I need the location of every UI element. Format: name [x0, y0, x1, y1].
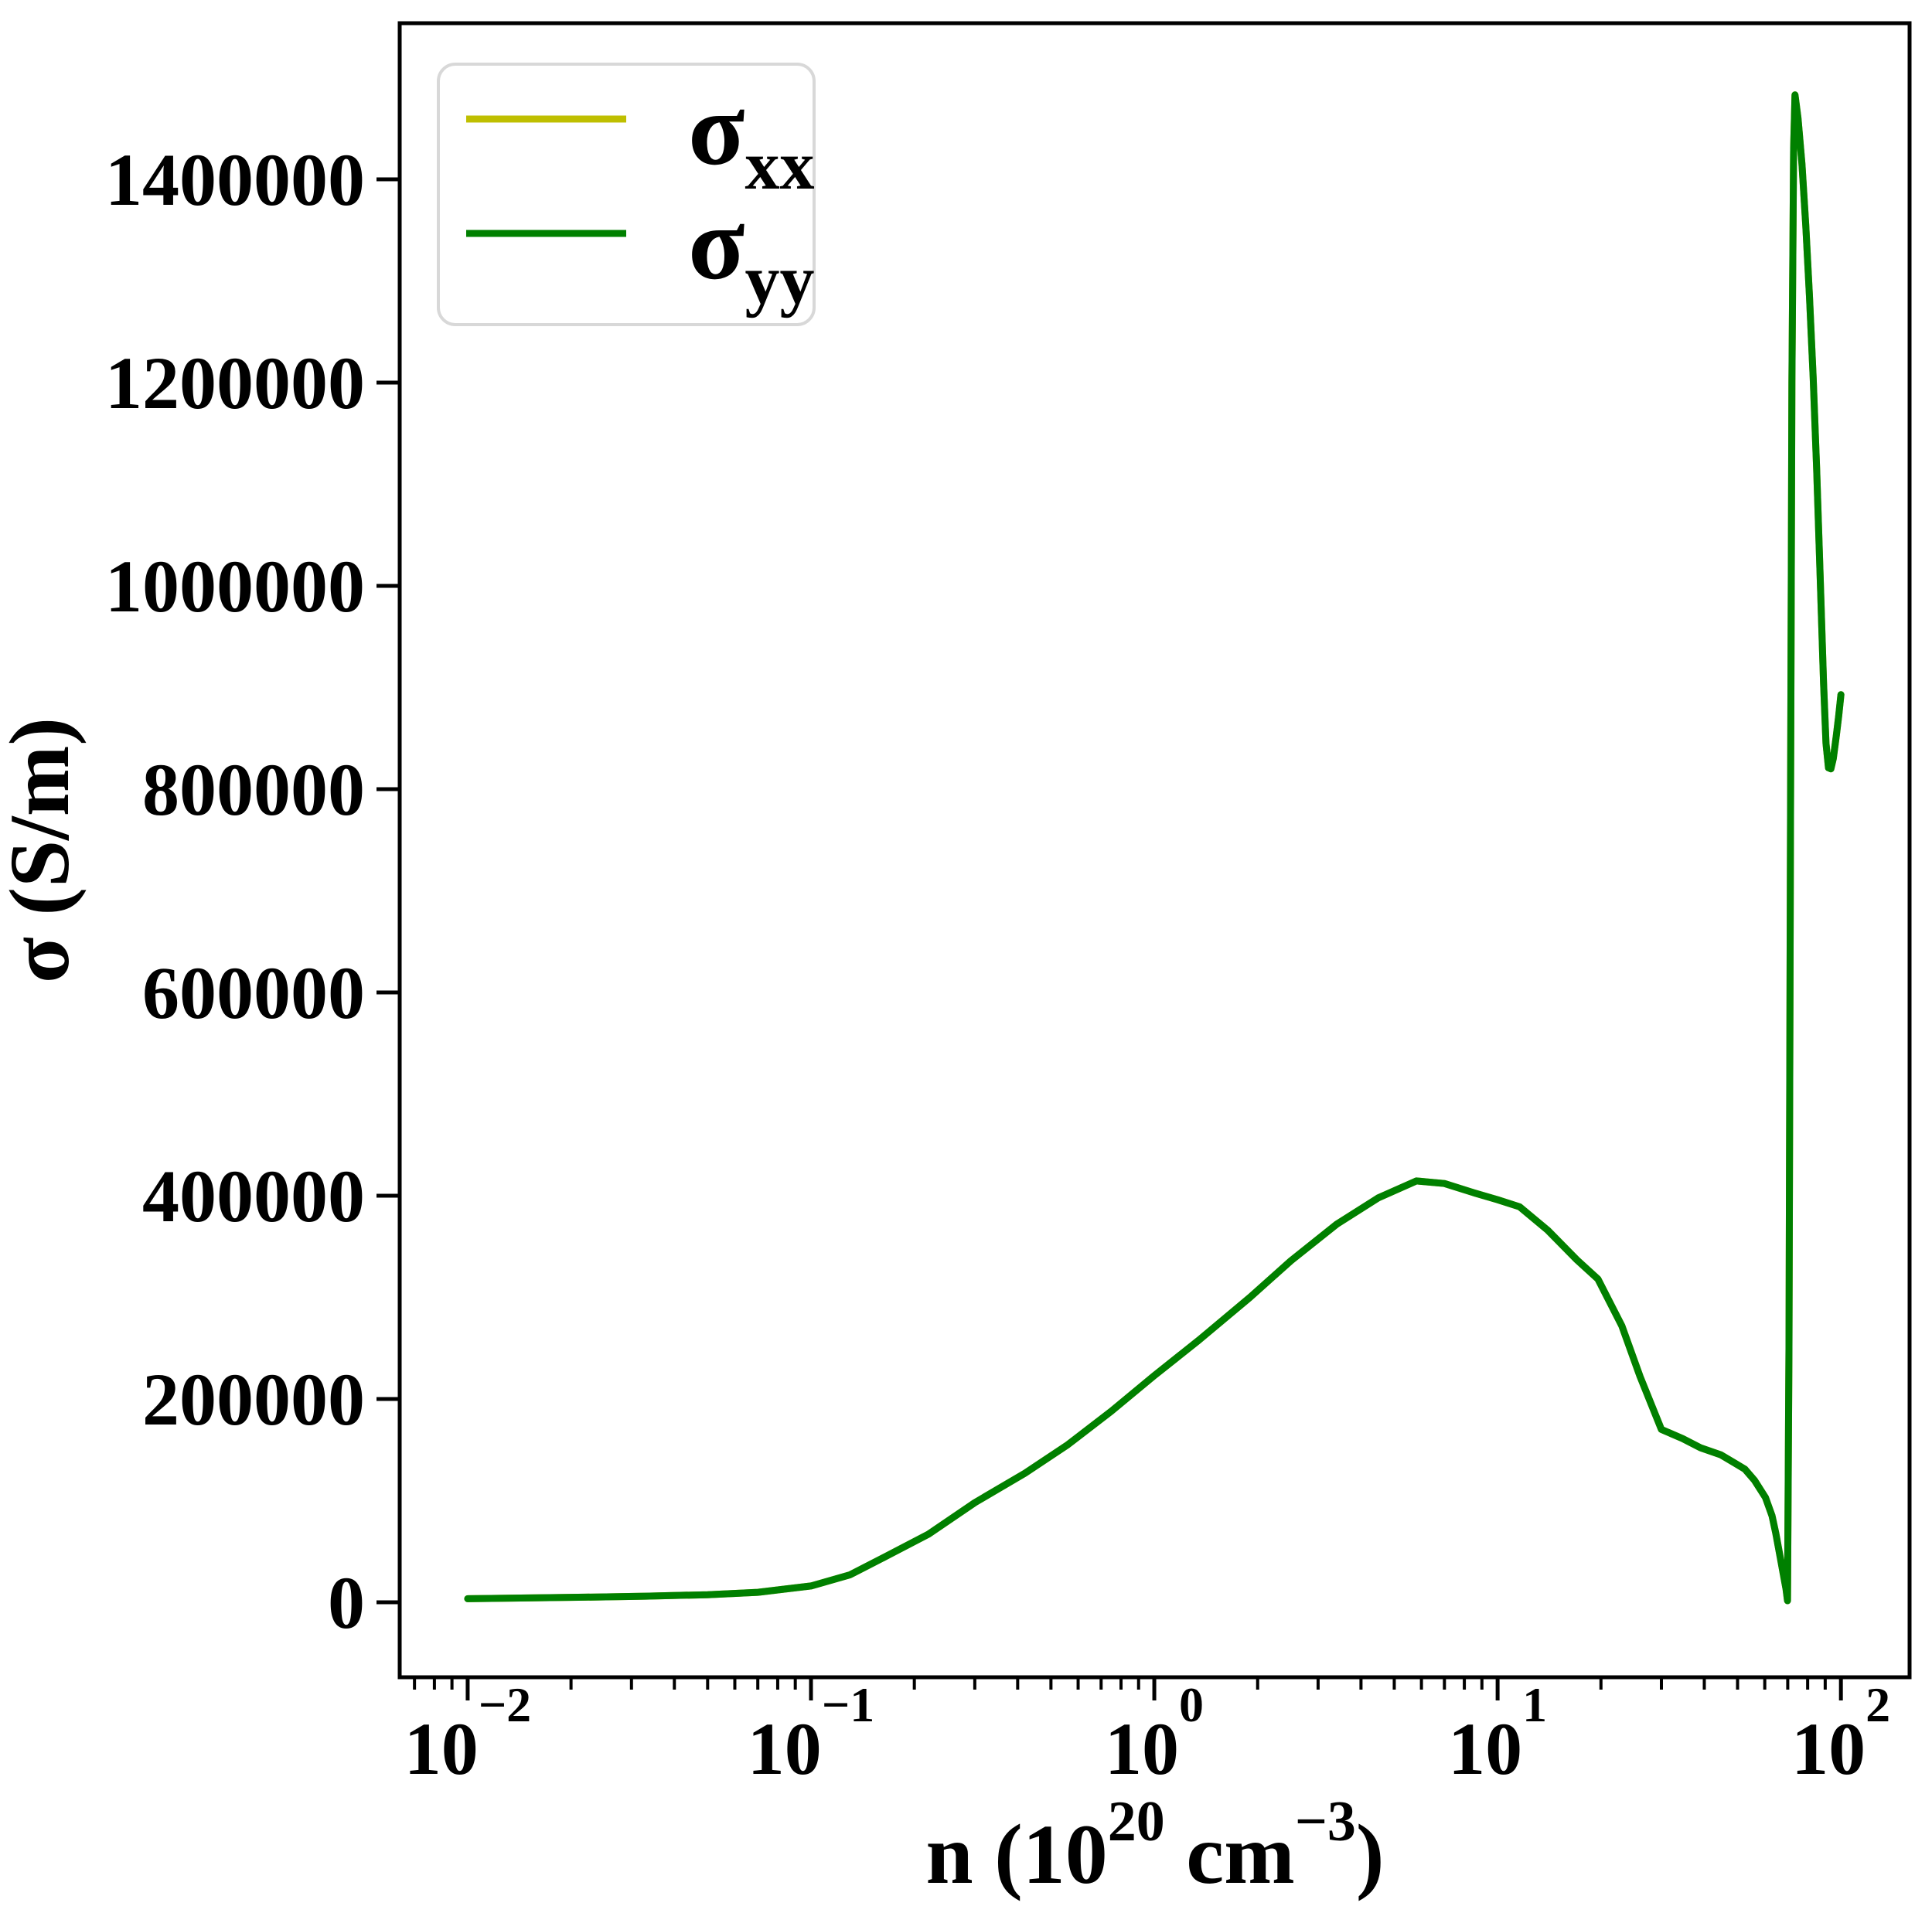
- x-tick-label: 10−2: [404, 1677, 531, 1790]
- x-tick-label: 102: [1791, 1677, 1890, 1790]
- x-axis-label: n (1020 cm−3): [925, 1790, 1384, 1901]
- legend-label-sigma-yy: σyy: [688, 186, 814, 318]
- x-axis-label-part: ): [1356, 1807, 1385, 1901]
- legend-label-base: σ: [688, 72, 745, 187]
- x-tick-label: 101: [1448, 1677, 1547, 1790]
- x-tick-label: 10−1: [748, 1677, 874, 1790]
- legend: σxx σyy: [437, 63, 816, 326]
- curve-sigma_yy: [464, 91, 1845, 1605]
- tick-labels-layer: 10−2 10−1 100 101 102 0 200000 400000 600000 8000…: [105, 138, 1890, 1790]
- axes-spines: [397, 21, 1912, 1680]
- y-tick-label: 1400000: [105, 138, 365, 221]
- curves-layer: [464, 91, 1845, 1605]
- legend-frame: [437, 63, 816, 326]
- x-axis-label-part: n (10: [925, 1807, 1107, 1901]
- ticks-layer: [377, 177, 1843, 1700]
- y-axis-label: σ (S/m): [0, 717, 87, 983]
- legend-label-base: σ: [688, 186, 745, 301]
- x-tick-label: 100: [1105, 1677, 1204, 1790]
- y-tick-label: 600000: [142, 951, 365, 1034]
- y-tick-label: 400000: [142, 1155, 365, 1237]
- y-tick-label: 800000: [142, 748, 365, 831]
- legend-label-sub: xx: [745, 128, 814, 204]
- x-axis-label-exponent: −3: [1295, 1790, 1356, 1853]
- y-tick-label: 1000000: [105, 545, 365, 628]
- y-tick-label: 0: [328, 1561, 365, 1644]
- x-axis-label-part: cm: [1165, 1807, 1295, 1901]
- legend-label-sigma-xx: σxx: [688, 72, 814, 204]
- y-tick-label: 1200000: [105, 342, 365, 424]
- y-tick-label: 200000: [142, 1358, 365, 1441]
- legend-label-sub: yy: [745, 242, 814, 318]
- x-axis-label-exponent: 20: [1108, 1790, 1165, 1853]
